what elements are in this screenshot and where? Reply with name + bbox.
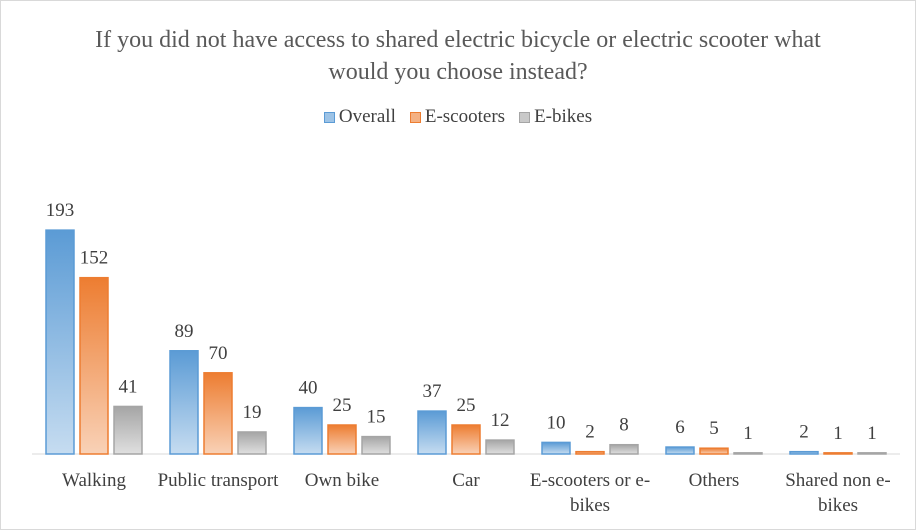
x-tick-label: Walking (62, 470, 126, 491)
bar (361, 435, 391, 455)
legend-label: Overall (338, 106, 396, 127)
value-label: 15 (367, 407, 386, 428)
bar (789, 450, 819, 455)
bar (857, 452, 887, 455)
value-label: 6 (675, 417, 685, 438)
bar (733, 452, 763, 455)
bar (417, 410, 447, 455)
value-label: 10 (547, 412, 566, 433)
value-label: 8 (619, 415, 629, 436)
value-label: 2 (585, 422, 595, 443)
bar (485, 439, 515, 455)
legend-swatch (409, 111, 421, 123)
bar (45, 229, 75, 455)
value-label: 25 (457, 395, 476, 416)
bar (699, 447, 729, 455)
legend-label: E-bikes (534, 106, 593, 127)
value-label: 1 (743, 423, 753, 444)
value-label: 1 (867, 423, 877, 444)
legend-item: Overall (323, 106, 396, 128)
x-tick-label: Shared non e-bikes (785, 470, 891, 516)
legend-swatch (323, 111, 335, 123)
legend-item: E-bikes (519, 106, 592, 128)
bar (575, 450, 605, 455)
bar (79, 276, 109, 455)
x-tick-label: Public transport (157, 470, 279, 491)
bar (665, 446, 695, 455)
value-label: 70 (209, 343, 228, 364)
value-label: 89 (175, 321, 194, 342)
legend-label: E-scooters (424, 106, 506, 127)
x-tick-label: Own bike (304, 470, 380, 491)
bar (203, 372, 233, 455)
value-label: 19 (243, 402, 262, 423)
bar (451, 424, 481, 455)
legend-item: E-scooters (409, 106, 506, 128)
legend-swatch (519, 111, 531, 123)
bar (541, 441, 571, 455)
value-label: 41 (119, 376, 138, 397)
x-tick-label: Car (452, 470, 480, 491)
bar (293, 406, 323, 455)
value-label: 40 (299, 378, 318, 399)
bar (609, 443, 639, 455)
bar (327, 424, 357, 455)
value-label: 12 (491, 410, 510, 431)
value-label: 2 (799, 422, 809, 443)
value-label: 193 (46, 200, 75, 221)
bar (169, 350, 199, 455)
bar (113, 405, 143, 455)
value-label: 5 (709, 418, 719, 439)
value-label: 25 (333, 395, 352, 416)
x-tick-label: Others (688, 470, 740, 491)
chart-title: If you did not have access to shared ele… (95, 27, 821, 85)
legend: Overall E-scooters E-bikes (0, 106, 916, 128)
bar (237, 431, 267, 455)
x-tick-label: E-scooters or e-bikes (529, 470, 651, 516)
value-label: 1 (833, 423, 843, 444)
value-label: 37 (423, 381, 442, 402)
bar (823, 452, 853, 455)
value-label: 152 (80, 248, 109, 269)
